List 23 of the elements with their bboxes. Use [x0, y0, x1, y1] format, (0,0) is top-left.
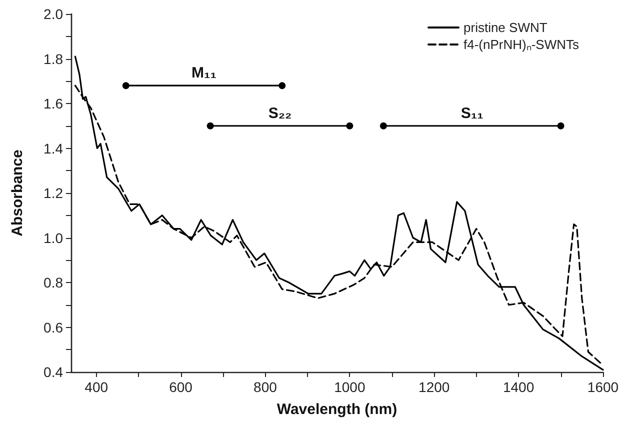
- x-axis-title: Wavelength (nm): [276, 401, 398, 418]
- y-tick-label: 0.8: [44, 274, 64, 290]
- y-tick-label: 1.0: [44, 230, 64, 246]
- y-tick-label: 1.6: [44, 96, 64, 112]
- x-tick-label: 1200: [418, 379, 450, 395]
- legend-label: f4-(nPrNH)ₙ-SWNTs: [464, 37, 580, 52]
- x-tick-label: 1000: [334, 379, 366, 395]
- x-tick-label: 400: [84, 379, 108, 395]
- y-tick-label: 0.4: [44, 364, 64, 380]
- x-tick-label: 1600: [587, 379, 619, 395]
- series-label: S₁₁: [460, 104, 484, 122]
- series-label: S₂₂: [268, 104, 292, 122]
- y-tick-label: 0.6: [44, 319, 64, 336]
- y-tick-label: 1.2: [44, 185, 64, 201]
- y-axis-title: Absorbance: [9, 150, 26, 236]
- y-tick-label: 2.0: [44, 6, 64, 22]
- x-tick-label: 1400: [502, 379, 534, 395]
- y-tick-label: 1.8: [44, 50, 64, 67]
- x-tick-label: 800: [254, 379, 278, 395]
- x-tick-label: 600: [169, 379, 193, 395]
- y-tick-label: 1.4: [44, 140, 64, 156]
- legend-label: pristine SWNT: [464, 20, 548, 35]
- series-label: M₁₁: [192, 64, 216, 82]
